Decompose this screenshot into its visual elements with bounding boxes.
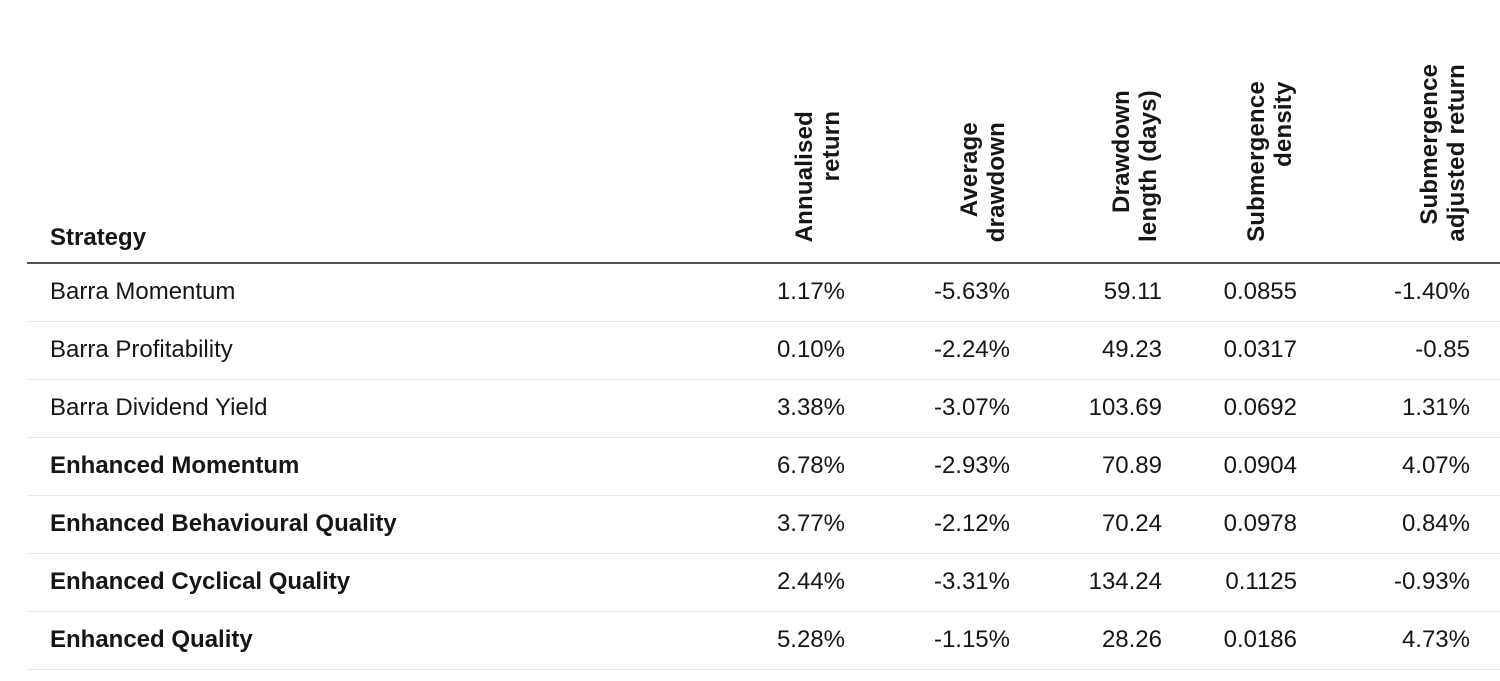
table-header-row: Strategy Annualised return Average drawd… [27,0,1500,264]
strategy-cell: Enhanced Quality [27,611,700,670]
strategy-cell: Enhanced Cyclical Quality [27,553,700,612]
value-cell: 28.26 [1010,611,1162,670]
value-cell: 59.11 [1010,263,1162,322]
value-cell: 0.0317 [1162,321,1297,380]
results-table: Strategy Annualised return Average drawd… [27,0,1500,670]
value-cell: 0.0978 [1162,495,1297,554]
value-cell: 1.17% [700,263,845,322]
column-header-submergence-density: Submergence density [1162,0,1297,264]
table-row: Barra Profitability 0.10% -2.24% 49.23 0… [27,321,1500,380]
value-cell: 5.28% [700,611,845,670]
column-header-label: Drawdown length (days) [1108,90,1162,242]
value-cell: 3.77% [700,495,845,554]
value-cell: 103.69 [1010,379,1162,438]
value-cell: -1.40% [1297,263,1500,322]
table-row: Enhanced Momentum 6.78% -2.93% 70.89 0.0… [27,437,1500,496]
value-cell: 49.23 [1010,321,1162,380]
table-row: Enhanced Cyclical Quality 2.44% -3.31% 1… [27,553,1500,612]
value-cell: -5.63% [845,263,1010,322]
column-header-label: Annualised return [791,110,845,242]
value-cell: -0.85 [1297,321,1500,380]
column-header-label: Average drawdown [956,121,1010,242]
strategy-column-header: Strategy [27,0,700,264]
value-cell: -3.31% [845,553,1010,612]
value-cell: 0.10% [700,321,845,380]
table-row: Barra Dividend Yield 3.38% -3.07% 103.69… [27,379,1500,438]
value-cell: -2.93% [845,437,1010,496]
value-cell: 2.44% [700,553,845,612]
column-header-annualised-return: Annualised return [700,0,845,264]
value-cell: 4.73% [1297,611,1500,670]
strategy-cell: Barra Momentum [27,263,700,322]
value-cell: 6.78% [700,437,845,496]
value-cell: 134.24 [1010,553,1162,612]
value-cell: 1.31% [1297,379,1500,438]
value-cell: 0.0186 [1162,611,1297,670]
table-row: Enhanced Behavioural Quality 3.77% -2.12… [27,495,1500,554]
strategy-cell: Barra Profitability [27,321,700,380]
column-header-submergence-adjusted-return: Submergence adjusted return [1297,0,1500,264]
value-cell: 0.0904 [1162,437,1297,496]
column-header-label: Submergence adjusted return [1416,64,1470,242]
value-cell: -3.07% [845,379,1010,438]
value-cell: 0.0855 [1162,263,1297,322]
strategy-cell: Enhanced Momentum [27,437,700,496]
value-cell: -2.24% [845,321,1010,380]
table-row: Enhanced Quality 5.28% -1.15% 28.26 0.01… [27,611,1500,670]
strategy-cell: Enhanced Behavioural Quality [27,495,700,554]
value-cell: 0.1125 [1162,553,1297,612]
table-row: Barra Momentum 1.17% -5.63% 59.11 0.0855… [27,263,1500,322]
value-cell: -1.15% [845,611,1010,670]
column-header-average-drawdown: Average drawdown [845,0,1010,264]
value-cell: 70.89 [1010,437,1162,496]
value-cell: 3.38% [700,379,845,438]
strategy-cell: Barra Dividend Yield [27,379,700,438]
value-cell: 0.84% [1297,495,1500,554]
value-cell: 70.24 [1010,495,1162,554]
column-header-drawdown-length: Drawdown length (days) [1010,0,1162,264]
value-cell: -2.12% [845,495,1010,554]
value-cell: -0.93% [1297,553,1500,612]
column-header-label: Submergence density [1243,81,1297,242]
value-cell: 0.0692 [1162,379,1297,438]
value-cell: 4.07% [1297,437,1500,496]
